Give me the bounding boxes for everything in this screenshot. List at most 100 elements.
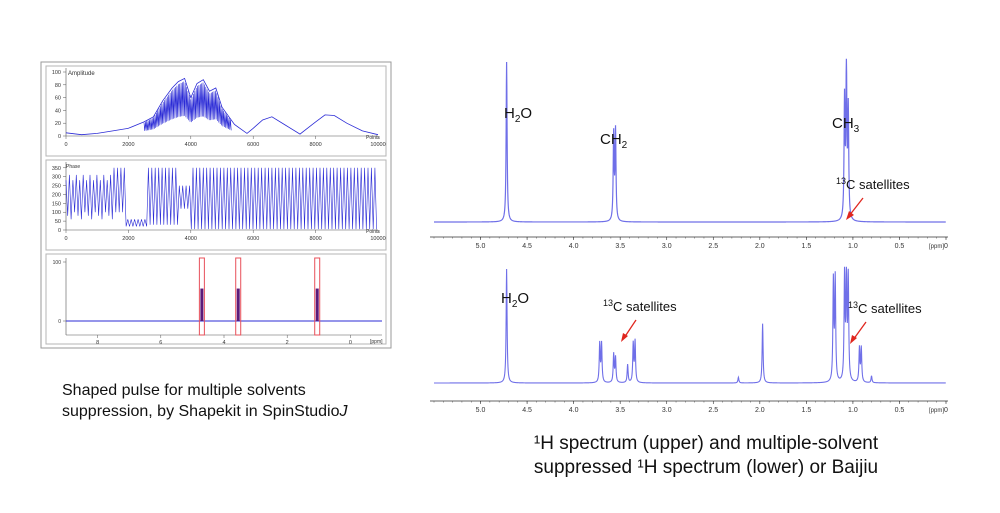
phase-y-tick-label: 0 <box>58 228 61 234</box>
lower-x-tick-label: 3.5 <box>615 407 625 414</box>
phase-x-tick-label: 4000 <box>185 236 197 242</box>
pulse-band-fill <box>200 288 204 321</box>
upper-spectrum-trace <box>434 58 946 223</box>
lower-x-ticks: 5.0 4.5 4.0 3.5 3.0 2.5 2.0 1.5 1.0 0.5 0 <box>433 401 948 414</box>
lower-satellite-arrow-1 <box>621 319 637 342</box>
pulse-profile-x-tick-label: 0 <box>349 340 352 346</box>
lower-13c-satellites-label-2: 13C satellites <box>848 300 922 316</box>
pulse-profile-y-tick-label: 0 <box>58 319 61 325</box>
phase-x-tick-label: 8000 <box>309 236 321 242</box>
phase-y-tick-label: 300 <box>52 175 61 181</box>
lower-xlabel: [ppm] <box>929 408 944 414</box>
phase-x-tick-label: 6000 <box>247 236 259 242</box>
phase-y-tick-label: 150 <box>52 201 61 207</box>
lower-x-tick-label: 2.0 <box>755 407 765 414</box>
lower-spectrum: 5.0 4.5 4.0 3.5 3.0 2.5 2.0 1.5 1.0 0.5 0 [ppm] H2… <box>430 266 948 414</box>
upper-x-tick-label: 2.0 <box>755 243 765 250</box>
left-caption-line-1: Shaped pulse for multiple solvents <box>62 382 306 399</box>
phase-y-tick-label: 350 <box>52 166 61 172</box>
pulse-profile-x-ticks: 8 6 4 2 0 <box>96 335 352 346</box>
upper-13c-satellites-label: 13C satellites <box>836 176 910 192</box>
amplitude-x-tick-label: 6000 <box>247 142 259 148</box>
upper-x-tick-label: 0 <box>944 243 948 250</box>
right-caption-line-1: ¹H spectrum (upper) and multiple-solvent <box>533 433 879 454</box>
pulse-profile-plot: 0 100 8 6 4 2 0 [ppm] <box>45 253 387 346</box>
amplitude-plot: Amplitude Points 0 20 40 60 80 100 0 2000 4000 6… <box>45 65 387 157</box>
amplitude-y-tick-label: 60 <box>55 96 61 102</box>
upper-x-tick-label: 3.0 <box>662 243 672 250</box>
amplitude-x-tick-label: 0 <box>64 142 67 148</box>
amplitude-x-tick-label: 10000 <box>370 142 385 148</box>
upper-x-tick-label: 1.0 <box>848 243 858 250</box>
amplitude-y-tick-label: 100 <box>52 70 61 76</box>
upper-x-tick-label: 4.5 <box>522 243 532 250</box>
lower-x-tick-label: 0.5 <box>895 407 905 414</box>
pulse-profile-y-tick-label: 100 <box>53 260 62 266</box>
lower-x-tick-label: 4.5 <box>522 407 532 414</box>
upper-ch2-label: CH2 <box>600 131 628 151</box>
upper-x-tick-label: 5.0 <box>476 243 486 250</box>
upper-spectrum: 5.0 4.5 4.0 3.5 3.0 2.5 2.0 1.5 1.0 0.5 0 [ppm] H2… <box>430 58 948 250</box>
lower-13c-satellites-label-1: 13C satellites <box>603 298 677 314</box>
pulse-band-fill <box>315 288 319 321</box>
pulse-profile-x-tick-label: 4 <box>222 340 225 346</box>
phase-y-tick-label: 50 <box>55 219 61 225</box>
amplitude-y-ticks: 0 20 40 60 80 100 <box>52 68 378 140</box>
left-caption-line-2: suppression, by Shapekit in SpinStudioJ <box>62 403 348 420</box>
right-caption-line-2: suppressed ¹H spectrum (lower) or Baijiu <box>533 457 879 478</box>
pulse-band-box <box>235 257 242 336</box>
upper-ch3-label: CH3 <box>832 115 860 135</box>
phase-x-ticks: 0 2000 4000 6000 8000 10000 <box>64 230 386 242</box>
left-caption: Shaped pulse for multiple solvents suppr… <box>62 380 402 422</box>
pulse-band-box <box>314 257 321 336</box>
amplitude-x-ticks: 0 2000 4000 6000 8000 10000 <box>64 136 386 148</box>
pulse-band-box <box>198 257 205 336</box>
lower-x-tick-label: 2.5 <box>708 407 718 414</box>
amplitude-trace <box>65 77 379 136</box>
amplitude-y-tick-label: 0 <box>58 134 61 140</box>
phase-inner-label: Phase <box>66 164 80 170</box>
pulse-profile-frame <box>45 253 387 345</box>
phase-x-tick-label: 0 <box>64 236 67 242</box>
lower-x-tick-label: 0 <box>944 407 948 414</box>
lower-spectrum-trace <box>434 266 946 384</box>
upper-x-ticks: 5.0 4.5 4.0 3.5 3.0 2.5 2.0 1.5 1.0 0.5 0 <box>433 237 948 250</box>
phase-y-ticks: 0 50 100 150 200 250 300 350 <box>52 162 378 234</box>
upper-satellite-arrow <box>846 197 864 220</box>
amplitude-y-tick-label: 80 <box>55 83 61 89</box>
amplitude-xlabel: Points <box>366 135 380 141</box>
upper-x-tick-label: 2.5 <box>708 243 718 250</box>
phase-x-tick-label: 2000 <box>122 236 134 242</box>
amplitude-x-tick-label: 8000 <box>309 142 321 148</box>
amplitude-inner-label: Amplitude <box>68 71 95 77</box>
right-caption: ¹H spectrum (upper) and multiple-solvent… <box>486 432 926 480</box>
amplitude-x-tick-label: 2000 <box>122 142 134 148</box>
amplitude-y-tick-label: 40 <box>55 108 61 114</box>
lower-h2o-label: H2O <box>501 290 529 310</box>
phase-plot: Phase Points 0 50 100 150 200 250 300 350 0 2000… <box>45 159 387 251</box>
lower-x-tick-label: 3.0 <box>662 407 672 414</box>
pulse-profile-bands <box>198 257 321 336</box>
pulse-profile-x-tick-label: 6 <box>159 340 162 346</box>
upper-x-tick-label: 3.5 <box>615 243 625 250</box>
pulse-band-fill <box>236 288 240 321</box>
amplitude-x-tick-label: 4000 <box>185 142 197 148</box>
lower-x-tick-label: 1.5 <box>801 407 811 414</box>
lower-x-tick-label: 5.0 <box>476 407 486 414</box>
phase-y-tick-label: 200 <box>52 192 61 198</box>
upper-x-tick-label: 4.0 <box>569 243 579 250</box>
lower-x-tick-label: 1.0 <box>848 407 858 414</box>
pulse-profile-xlabel: [ppm] <box>370 339 383 345</box>
upper-x-tick-label: 1.5 <box>801 243 811 250</box>
pulse-profile-x-tick-label: 2 <box>286 340 289 346</box>
phase-trace <box>65 167 377 230</box>
phase-y-tick-label: 250 <box>52 184 61 190</box>
amplitude-y-tick-label: 20 <box>55 121 61 127</box>
lower-x-tick-label: 4.0 <box>569 407 579 414</box>
amplitude-oscillation-fill <box>143 81 232 131</box>
phase-x-tick-label: 10000 <box>370 236 385 242</box>
lower-satellite-arrow-2 <box>850 321 867 344</box>
upper-xlabel: [ppm] <box>929 244 944 250</box>
